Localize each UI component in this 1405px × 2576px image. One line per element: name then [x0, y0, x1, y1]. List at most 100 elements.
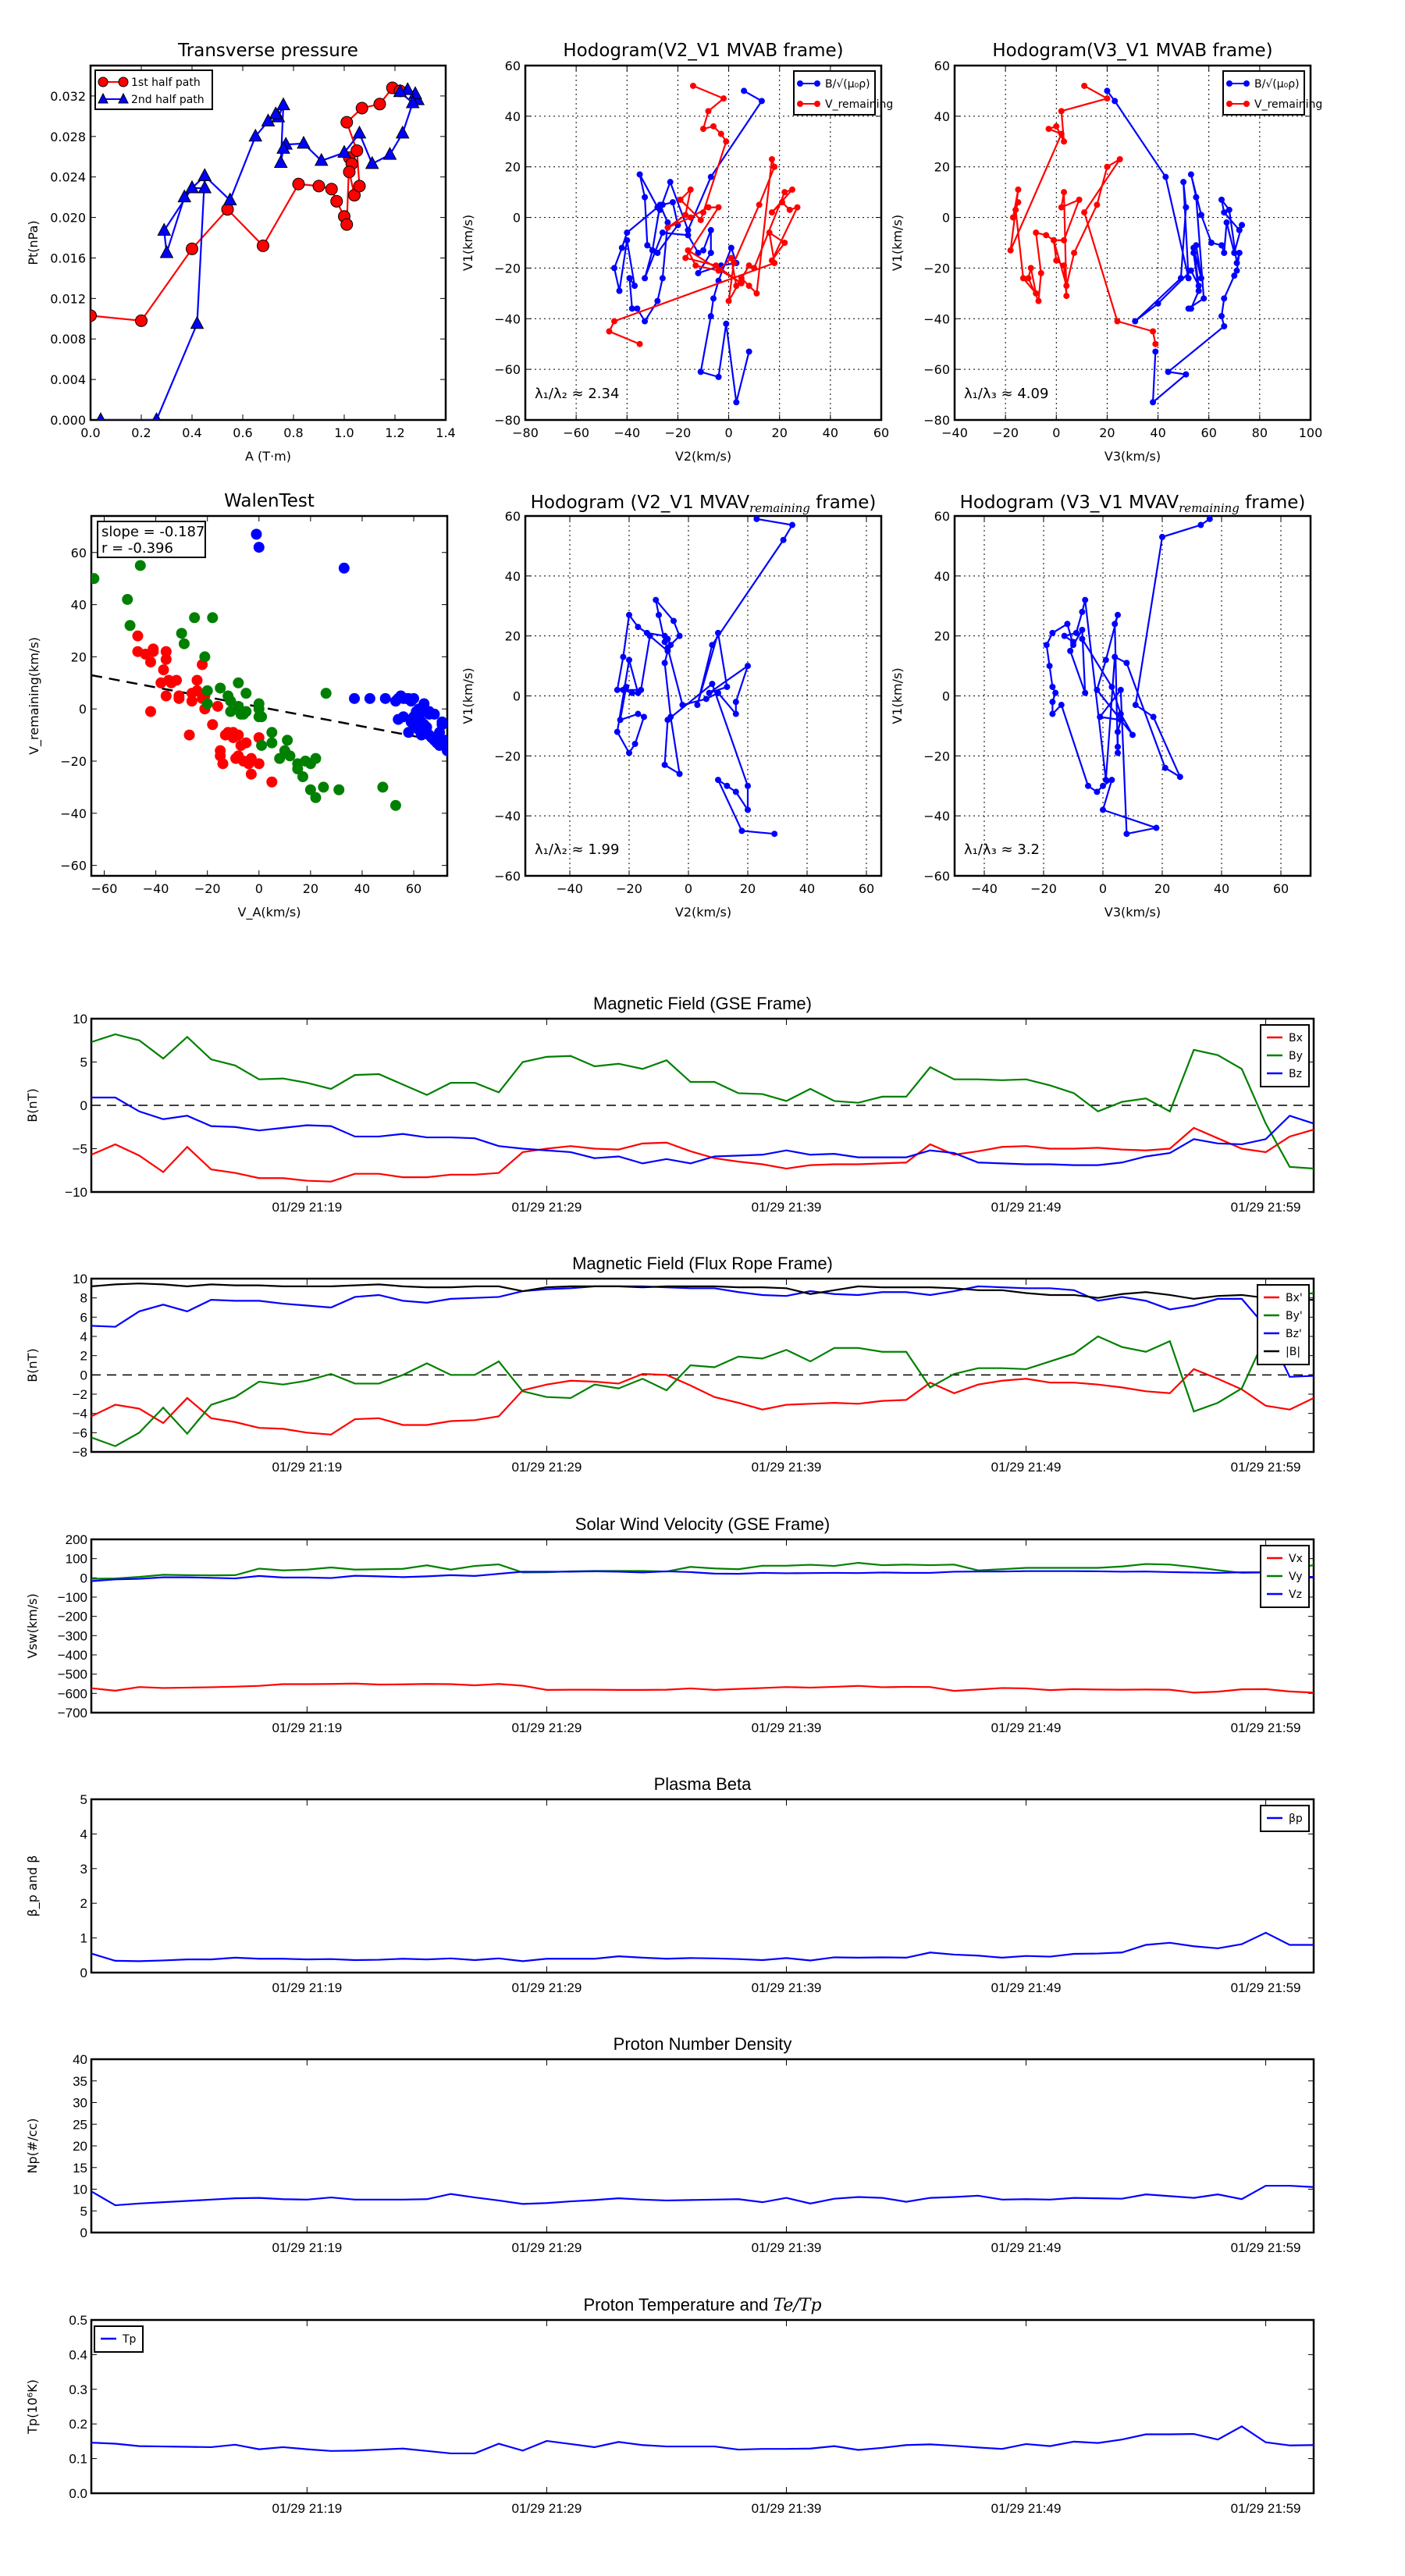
y-tick-label: 40 [505, 109, 521, 124]
data-point [692, 262, 699, 269]
data-point [794, 204, 801, 211]
data-point [1165, 368, 1172, 375]
data-point [1033, 290, 1040, 297]
x-tick-label: 0 [1052, 425, 1060, 440]
plot-area [91, 1561, 1314, 1694]
y-tick-label: −300 [58, 1628, 87, 1643]
data-point [257, 239, 269, 252]
data-point [717, 130, 724, 137]
data-point [732, 788, 739, 795]
legend-marker [814, 101, 820, 107]
data-point [248, 128, 263, 142]
y-axis-label: V1(km/s) [890, 667, 905, 724]
data-point [1063, 283, 1070, 290]
y-tick-label: 0.016 [50, 251, 86, 265]
data-point [687, 186, 694, 193]
data-point [724, 782, 731, 789]
data-point [636, 340, 643, 347]
data-point [679, 702, 686, 709]
y-tick-label: 40 [73, 2052, 87, 2067]
legend-label: Bz [1289, 1068, 1302, 1080]
data-point [377, 781, 389, 793]
data-point [403, 727, 414, 738]
y-tick-label: 0.000 [50, 413, 86, 428]
hodo_v2v1_mvab-axes-frame [524, 64, 883, 422]
data-point [1154, 300, 1161, 307]
data-point [1218, 196, 1225, 203]
y-tick-label: 5 [80, 1792, 87, 1807]
data-point [766, 229, 773, 237]
eigenvalue-ratio-annotation: λ₁/λ₃ ≈ 3.2 [964, 841, 1040, 858]
x-tick-label: 01/29 21:39 [752, 1460, 822, 1475]
x-tick-label: −40 [971, 881, 998, 896]
data-point [614, 686, 621, 693]
x-tick-label: −20 [992, 425, 1019, 440]
x-tick-label: 20 [1099, 425, 1115, 440]
series-Vz-line [91, 1570, 1314, 1582]
data-point [700, 126, 706, 133]
data-point [1176, 774, 1183, 781]
data-point [653, 596, 660, 603]
data-point [727, 244, 735, 251]
data-point [617, 717, 624, 724]
data-point [1012, 206, 1019, 213]
y-tick-label: 0.4 [69, 2347, 87, 2362]
legend-marker [1226, 80, 1232, 87]
x-tick-label: 40 [1150, 425, 1165, 440]
data-point [1094, 686, 1101, 693]
data-point [1132, 702, 1139, 709]
data-point [700, 247, 706, 254]
data-point [269, 106, 283, 119]
legend-box [793, 70, 876, 116]
y-tick-label: 0 [80, 1098, 87, 1113]
y-tick-label: 40 [505, 569, 521, 584]
data-point [741, 87, 748, 94]
data-point [724, 683, 731, 690]
data-point [1152, 348, 1159, 355]
y-tick-label: 40 [934, 569, 950, 584]
data-point [1009, 214, 1016, 221]
plot-area [91, 2184, 1314, 2207]
data-point [1218, 313, 1225, 320]
data-point [135, 314, 148, 327]
data-point [768, 155, 775, 162]
y-tick-label: −20 [923, 261, 950, 276]
data-point [738, 279, 745, 286]
y-tick-label: 2 [80, 1349, 87, 1364]
legend-label: Vx [1289, 1553, 1303, 1565]
data-point [1231, 249, 1238, 256]
data-point [700, 209, 706, 216]
data-point [694, 702, 701, 709]
data-point [177, 189, 192, 203]
data-point [1223, 219, 1230, 226]
legend-marker [98, 76, 108, 87]
x-tick-label: 40 [354, 881, 370, 896]
data-point [436, 719, 447, 731]
data-point [707, 313, 714, 320]
x-axis-label: A (T·m) [245, 449, 291, 464]
x-tick-label: 01/29 21:49 [991, 1200, 1062, 1215]
y-tick-label: −700 [58, 1706, 87, 1720]
data-point [245, 753, 257, 764]
data-point [389, 799, 401, 811]
legend-marker [98, 92, 108, 104]
chart-title: Magnetic Field (GSE Frame) [593, 994, 812, 1013]
x-tick-label: −40 [557, 881, 583, 896]
data-point [183, 729, 195, 741]
data-point [733, 283, 740, 290]
data-point [178, 638, 190, 649]
data-point [725, 297, 732, 304]
data-point [185, 180, 199, 194]
y-tick-label: −20 [494, 749, 521, 763]
data-point [1058, 702, 1065, 709]
data-point [253, 542, 265, 553]
y-tick-label: 5 [80, 2204, 87, 2218]
data-point [710, 123, 717, 130]
data-point [753, 516, 760, 522]
data-point [273, 155, 288, 169]
data-point [713, 262, 720, 269]
data-point [706, 689, 713, 696]
series-By'-line [91, 1292, 1314, 1447]
data-point [738, 275, 745, 282]
data-point [282, 735, 293, 746]
